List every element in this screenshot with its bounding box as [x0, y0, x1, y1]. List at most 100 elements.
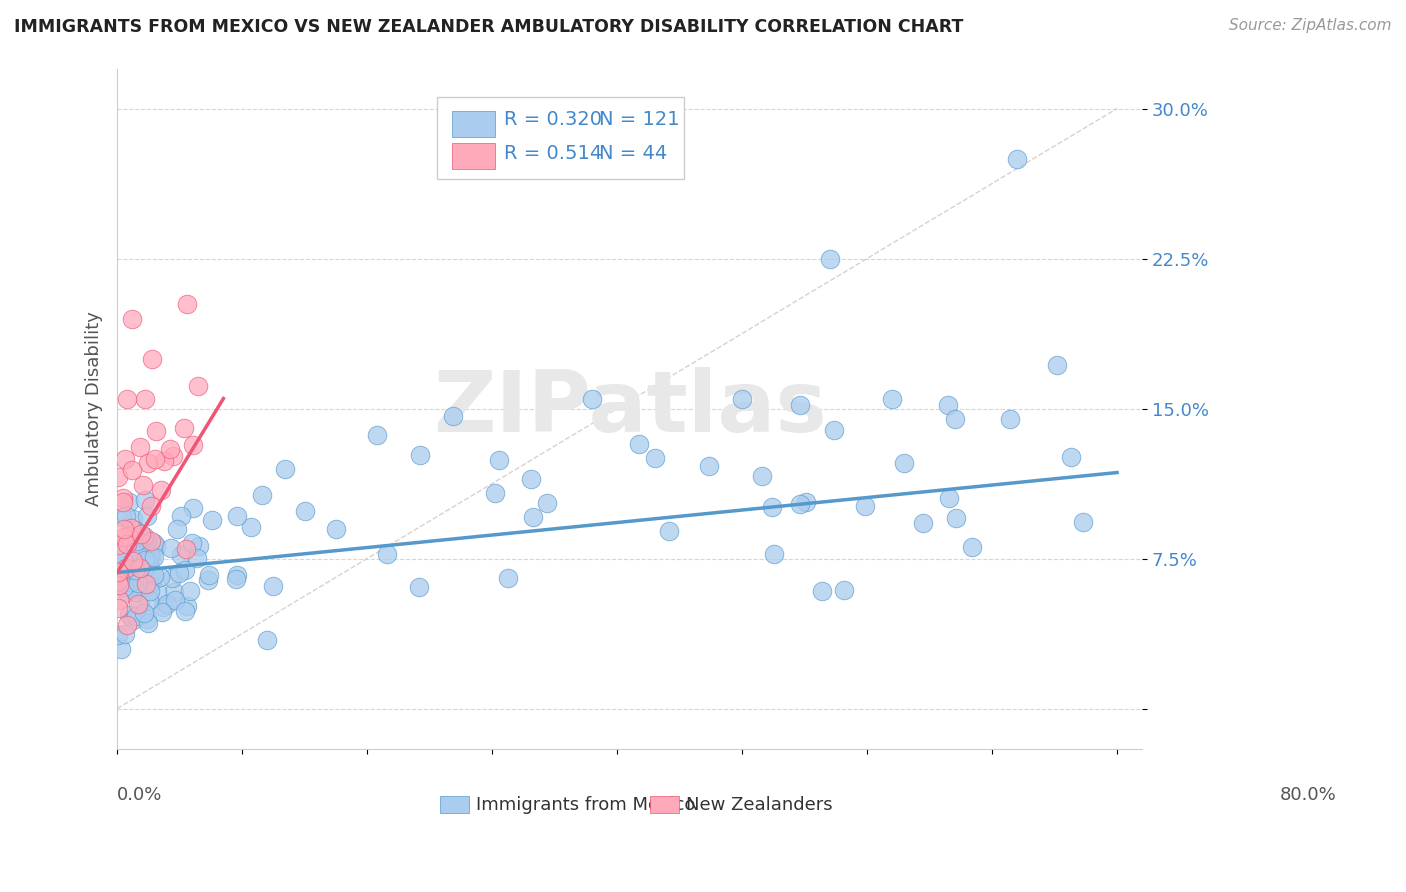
Point	[226, 508, 249, 523]
Point	[135, 508, 157, 523]
Point	[115, 561, 138, 575]
Point	[135, 577, 157, 591]
Point	[173, 563, 195, 577]
Point	[134, 553, 156, 567]
Point	[938, 491, 960, 506]
Point	[139, 499, 162, 513]
Point	[150, 605, 173, 619]
Point	[488, 453, 510, 467]
Point	[751, 469, 773, 483]
Point	[129, 440, 152, 454]
Point	[128, 561, 150, 575]
Point	[789, 398, 811, 412]
Point	[127, 597, 149, 611]
Point	[145, 539, 167, 553]
Point	[810, 584, 832, 599]
Point	[945, 511, 967, 525]
Point	[141, 351, 163, 366]
Point	[108, 578, 131, 592]
Point	[139, 533, 162, 548]
Point	[998, 412, 1021, 426]
Point	[129, 545, 152, 559]
Point	[143, 535, 166, 549]
Point	[658, 524, 681, 538]
FancyBboxPatch shape	[650, 797, 679, 814]
Point	[127, 576, 149, 591]
Point	[170, 508, 193, 523]
Point	[366, 427, 388, 442]
Point	[112, 551, 135, 566]
Point	[112, 522, 135, 536]
Point	[122, 553, 145, 567]
Point	[122, 524, 145, 538]
Text: 0.0%: 0.0%	[117, 786, 163, 804]
Point	[152, 599, 174, 614]
Point	[936, 398, 959, 412]
Point	[136, 456, 159, 470]
Point	[134, 392, 156, 406]
Point	[762, 547, 785, 561]
Point	[121, 311, 143, 326]
Point	[823, 424, 845, 438]
Point	[149, 483, 172, 498]
Point	[162, 571, 184, 585]
Point	[122, 613, 145, 627]
Point	[145, 424, 167, 438]
FancyBboxPatch shape	[440, 797, 468, 814]
Point	[107, 574, 129, 589]
Point	[139, 551, 162, 566]
Point	[111, 509, 134, 524]
Point	[120, 561, 142, 575]
Point	[138, 578, 160, 592]
Point	[522, 509, 544, 524]
Point	[186, 550, 208, 565]
Text: 80.0%: 80.0%	[1279, 786, 1337, 804]
Point	[498, 571, 520, 585]
Point	[274, 461, 297, 475]
Point	[167, 566, 190, 580]
Point	[252, 488, 274, 502]
Point	[120, 575, 142, 590]
Point	[129, 527, 152, 541]
Point	[159, 442, 181, 456]
Point	[156, 598, 179, 612]
Point	[115, 508, 138, 523]
Point	[112, 530, 135, 544]
Text: IMMIGRANTS FROM MEXICO VS NEW ZEALANDER AMBULATORY DISABILITY CORRELATION CHART: IMMIGRANTS FROM MEXICO VS NEW ZEALANDER …	[14, 18, 963, 36]
Point	[125, 582, 148, 597]
Point	[731, 392, 754, 406]
Point	[110, 641, 132, 656]
Point	[187, 539, 209, 553]
Text: Immigrants from Mexico: Immigrants from Mexico	[475, 796, 695, 814]
Point	[536, 496, 558, 510]
Point	[136, 615, 159, 630]
Point	[325, 522, 347, 536]
FancyBboxPatch shape	[437, 97, 683, 179]
Point	[520, 472, 543, 486]
Point	[118, 495, 141, 509]
Point	[179, 584, 201, 599]
Point	[138, 593, 160, 607]
Point	[225, 573, 247, 587]
Point	[375, 547, 398, 561]
Point	[115, 536, 138, 550]
Point	[124, 608, 146, 623]
Point	[159, 541, 181, 555]
Text: New Zealanders: New Zealanders	[686, 796, 832, 814]
Point	[262, 579, 284, 593]
Point	[111, 495, 134, 509]
Point	[136, 612, 159, 626]
Text: Source: ZipAtlas.com: Source: ZipAtlas.com	[1229, 18, 1392, 33]
Point	[163, 592, 186, 607]
Point	[832, 583, 855, 598]
Point	[789, 497, 811, 511]
Point	[132, 478, 155, 492]
Point	[107, 566, 129, 580]
Point	[697, 459, 720, 474]
FancyBboxPatch shape	[453, 112, 495, 137]
Point	[1005, 152, 1028, 166]
Point	[115, 618, 138, 632]
Point	[135, 549, 157, 563]
Point	[162, 449, 184, 463]
Point	[121, 512, 143, 526]
